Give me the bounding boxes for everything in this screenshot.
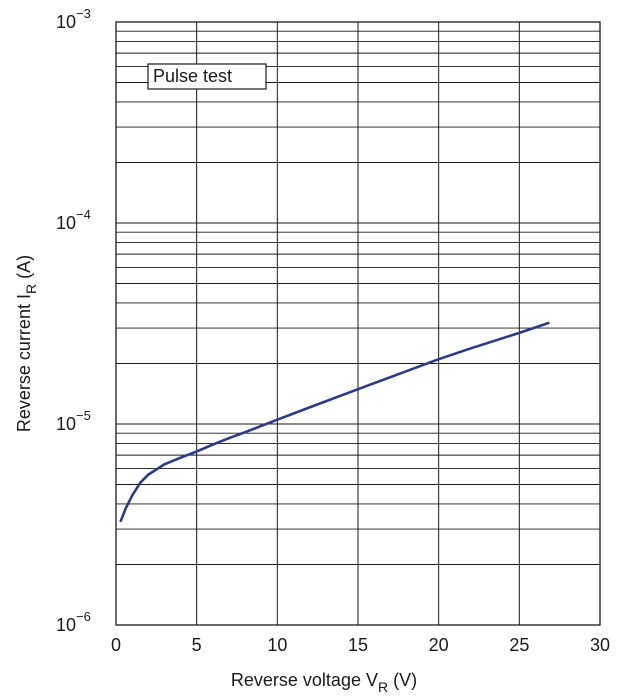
x-tick-label-25: 25 [509, 635, 529, 655]
y-tick-label-3: 10−3 [56, 6, 91, 32]
annotation-pulse-test: Pulse test [153, 66, 232, 86]
x-tick-label-5: 5 [192, 635, 202, 655]
y-tick-label-2: 10−4 [56, 207, 91, 233]
x-tick-label-20: 20 [429, 635, 449, 655]
x-axis-title-unit: (V) [388, 670, 417, 690]
grid [115, 22, 601, 626]
y-axis-title-main: Reverse current I [14, 294, 34, 432]
y-axis-title: Reverse current IR (A) [14, 255, 39, 432]
plot-frame [115, 21, 601, 626]
y-tick-label-0: 10−6 [56, 609, 91, 635]
x-axis-title-subscript: R [378, 679, 388, 695]
x-tick-label-15: 15 [348, 635, 368, 655]
y-tick-label-1: 10−5 [56, 408, 91, 434]
annotation-box [147, 63, 267, 90]
x-tick-label-10: 10 [267, 635, 287, 655]
x-axis-title-main: Reverse voltage V [231, 670, 378, 690]
annotation: Pulse test [147, 63, 267, 90]
y-tick-labels: 10−6 10−5 10−4 10−3 [56, 6, 91, 635]
y-axis-title-subscript: R [23, 284, 39, 294]
x-tick-labels: 0 5 10 15 20 25 30 [111, 635, 610, 655]
series-layer [119, 321, 550, 523]
x-tick-label-30: 30 [590, 635, 610, 655]
x-tick-label-0: 0 [111, 635, 121, 655]
series-line-0 [119, 321, 550, 523]
y-axis-title-unit: (A) [14, 255, 34, 284]
x-axis-title: Reverse voltage VR (V) [231, 670, 417, 695]
